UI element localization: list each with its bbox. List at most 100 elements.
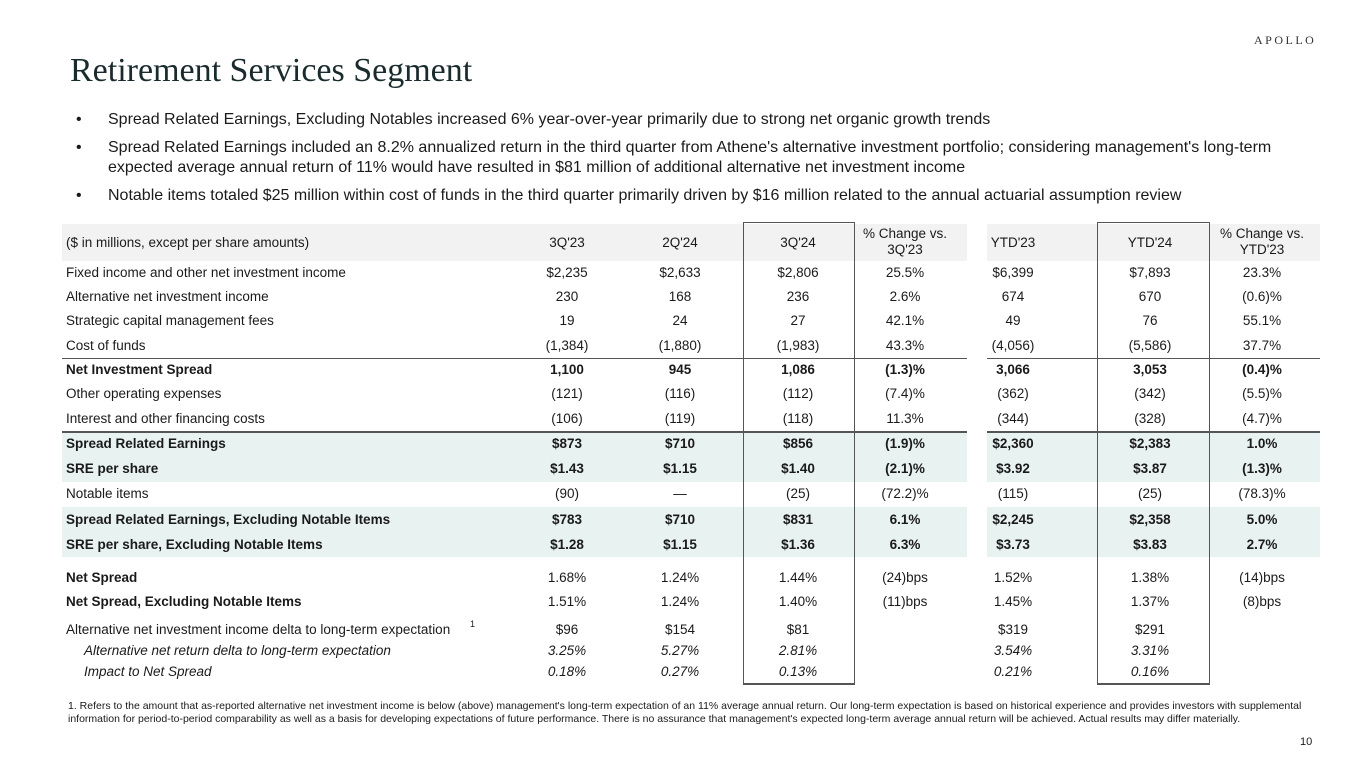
column-header: YTD'23 — [990, 235, 1036, 250]
divider — [987, 431, 1320, 433]
table-cell: (362) — [997, 386, 1029, 401]
table-cell: $3.83 — [1133, 537, 1167, 552]
table-cell: (328) — [1134, 411, 1166, 426]
column-header: 3Q'23 — [549, 235, 585, 250]
table-cell: (1.9)% — [885, 436, 925, 451]
table-cell: $831 — [782, 512, 814, 527]
table-cell: (8)bps — [1242, 594, 1282, 609]
highlight-bg — [62, 432, 967, 482]
table-cell: (24)bps — [882, 570, 928, 585]
table-cell: (4,056) — [991, 338, 1035, 353]
table-cell: $291 — [1134, 622, 1166, 637]
table-cell: $856 — [782, 436, 814, 451]
table-cell: $2,806 — [777, 265, 819, 280]
row-label: Interest and other financing costs — [66, 411, 265, 426]
header-bg-right — [987, 224, 1320, 261]
row-label: SRE per share, Excluding Notable Items — [66, 537, 323, 552]
table-cell: 25.5% — [885, 265, 925, 280]
table-cell: $96 — [555, 622, 579, 637]
table-cell: $1.28 — [550, 537, 584, 552]
row-label: Fixed income and other net investment in… — [66, 265, 346, 280]
table-cell: $2,358 — [1129, 512, 1171, 527]
table-cell: $1.43 — [550, 461, 584, 476]
highlight-bg — [987, 432, 1320, 482]
divider — [62, 358, 967, 359]
table-cell: $710 — [664, 512, 696, 527]
bullet-icon: • — [76, 187, 82, 204]
table-cell: 168 — [668, 289, 692, 304]
page-title: Retirement Services Segment — [70, 52, 473, 89]
table-cell: 2.81% — [778, 643, 818, 658]
table-cell: 945 — [668, 362, 692, 377]
row-label: Alternative net investment income delta … — [66, 622, 451, 637]
table-cell: 43.3% — [885, 338, 925, 353]
row-label: SRE per share — [66, 461, 159, 476]
column-header: % Change vs. YTD'23 — [1219, 226, 1305, 257]
table-cell: 1.24% — [660, 570, 700, 585]
table-cell: 0.27% — [660, 664, 700, 679]
table-cell: 11.3% — [886, 411, 924, 426]
header-bg-left — [62, 224, 967, 261]
table-cell: 0.13% — [778, 664, 818, 679]
table-cell: 6.3% — [889, 537, 921, 552]
bullet-text: Spread Related Earnings, Excluding Notab… — [108, 111, 991, 128]
table-cell: $319 — [997, 622, 1029, 637]
table-cell: 670 — [1138, 289, 1162, 304]
table-cell: 1.37% — [1130, 594, 1170, 609]
table-header-label: ($ in millions, except per share amounts… — [66, 235, 310, 250]
table-cell: (14)bps — [1239, 570, 1285, 585]
table-cell: 1.52% — [993, 570, 1033, 585]
row-label: Strategic capital management fees — [66, 313, 274, 328]
table-cell: 19 — [559, 313, 575, 328]
table-cell: (116) — [664, 386, 696, 401]
table-cell: 49 — [1005, 313, 1021, 328]
highlight-bg — [62, 507, 967, 557]
table-cell: 37.7% — [1242, 338, 1282, 353]
table-cell: 24 — [672, 313, 688, 328]
table-cell: (342) — [1134, 386, 1166, 401]
table-cell: 1.38% — [1130, 570, 1170, 585]
table-cell: $3.73 — [996, 537, 1030, 552]
bullet-item: • Notable items totaled $25 million withi… — [76, 186, 1326, 206]
table-cell: (1.3)% — [1242, 461, 1282, 476]
table-cell: 3,053 — [1133, 362, 1167, 377]
table-cell: 3.25% — [547, 643, 587, 658]
row-label: Spread Related Earnings — [66, 436, 226, 451]
table-cell: 0.16% — [1130, 664, 1170, 679]
table-cell: 2.7% — [1246, 537, 1278, 552]
table-cell: (5,586) — [1128, 338, 1172, 353]
row-label: Impact to Net Spread — [84, 664, 212, 679]
table-cell: 1.0% — [1246, 436, 1278, 451]
table-cell: $1.36 — [781, 537, 815, 552]
table-cell: 1.24% — [660, 594, 700, 609]
table-cell: 3.31% — [1130, 643, 1170, 658]
table-cell: 76 — [1142, 313, 1158, 328]
table-cell: (119) — [664, 411, 696, 426]
table-cell: $710 — [664, 436, 696, 451]
table-cell: $873 — [551, 436, 583, 451]
table-cell: (1,983) — [776, 338, 820, 353]
footnote: 1. Refers to the amount that as-reported… — [68, 700, 1302, 725]
table-cell: 42.1% — [885, 313, 925, 328]
column-header: 3Q'24 — [780, 235, 816, 250]
table-cell: $2,360 — [992, 436, 1034, 451]
table-cell: 1.68% — [547, 570, 587, 585]
table-cell: $1.40 — [781, 461, 815, 476]
table-cell: $1.15 — [663, 461, 697, 476]
bullet-icon: • — [76, 139, 82, 156]
table-cell: 0.18% — [547, 664, 587, 679]
table-cell: (5.5)% — [1242, 386, 1282, 401]
table-cell: $2,235 — [546, 265, 588, 280]
table-cell: (0.6)% — [1242, 289, 1282, 304]
bullet-text: Notable items totaled $25 million within… — [108, 187, 1182, 204]
column-header: % Change vs. 3Q'23 — [862, 226, 948, 257]
row-label: Notable items — [66, 486, 149, 501]
table-cell: 1,100 — [550, 362, 584, 377]
table-cell: $3.92 — [996, 461, 1030, 476]
table-cell: (78.3)% — [1238, 486, 1286, 501]
table-cell: 1.40% — [778, 594, 818, 609]
table-cell: 23.3% — [1242, 265, 1282, 280]
row-label: Other operating expenses — [66, 386, 222, 401]
apollo-logo: APOLLO — [1254, 33, 1317, 47]
highlight-bg — [987, 507, 1320, 557]
